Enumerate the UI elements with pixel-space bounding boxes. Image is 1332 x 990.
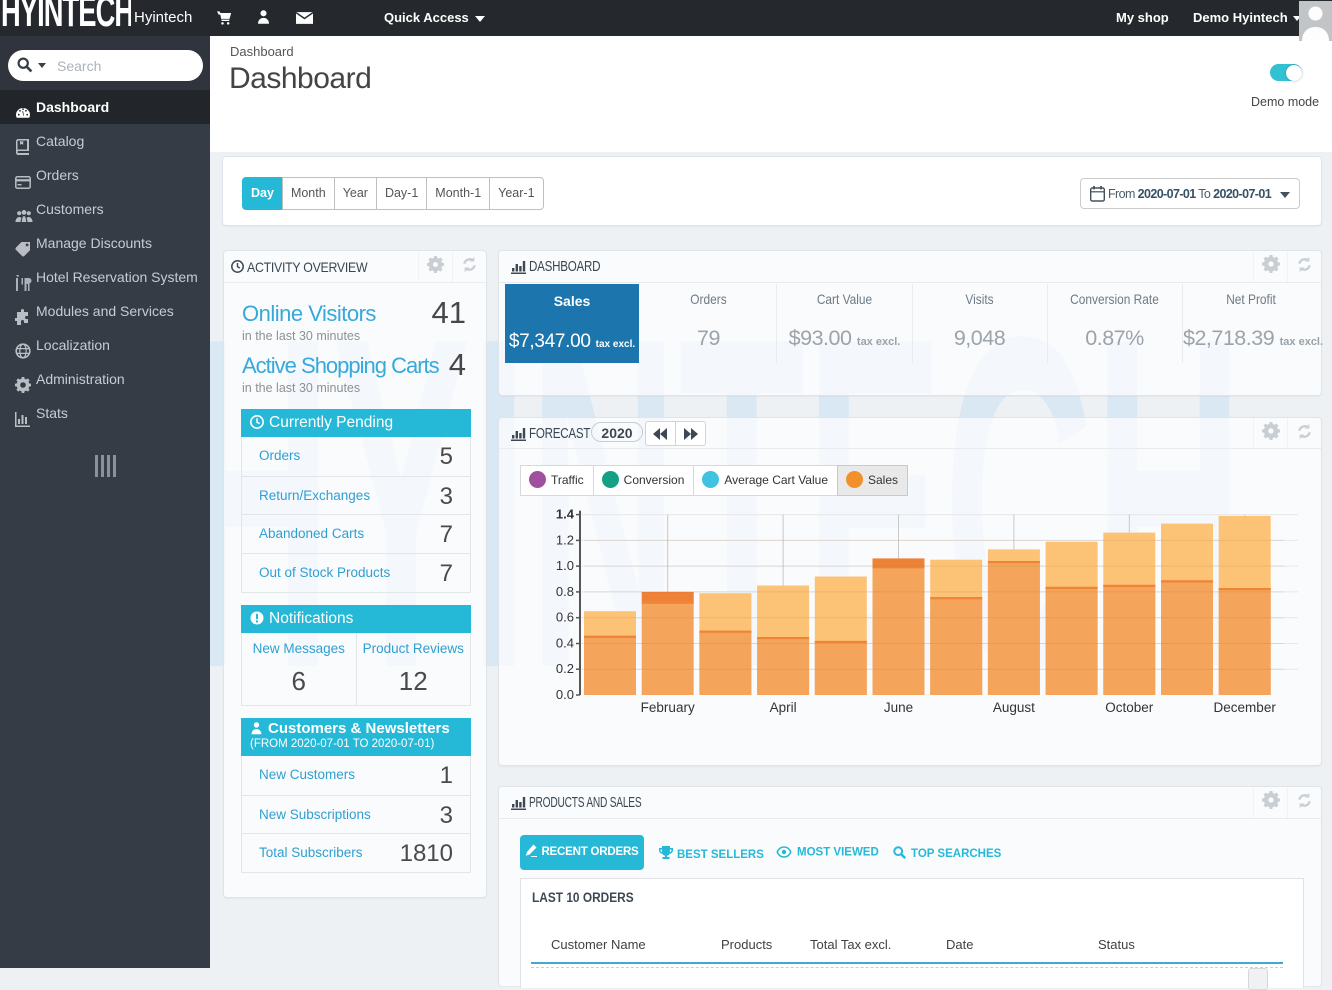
svg-text:February: February <box>641 700 695 715</box>
svg-text:August: August <box>993 700 1035 715</box>
svg-text:0.4: 0.4 <box>556 636 574 651</box>
svg-text:1.0: 1.0 <box>556 558 574 573</box>
svg-text:April: April <box>770 700 797 715</box>
svg-text:0.6: 0.6 <box>556 610 574 625</box>
svg-text:HYINTECH: HYINTECH <box>1 0 131 35</box>
svg-text:0.2: 0.2 <box>556 661 574 676</box>
svg-text:0.8: 0.8 <box>556 584 574 599</box>
svg-text:October: October <box>1105 700 1154 715</box>
svg-text:1.4: 1.4 <box>556 507 575 522</box>
svg-text:0.0: 0.0 <box>556 687 574 702</box>
svg-text:June: June <box>884 700 913 715</box>
svg-text:1.2: 1.2 <box>556 532 574 547</box>
svg-text:December: December <box>1214 700 1277 715</box>
